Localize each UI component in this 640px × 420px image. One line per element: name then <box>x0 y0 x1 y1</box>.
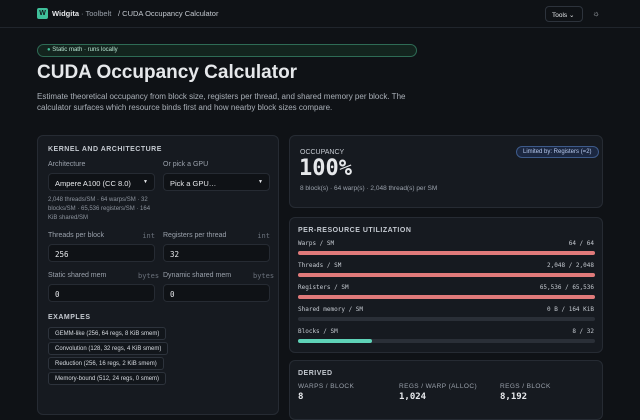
number-input[interactable]: 0 <box>48 284 155 302</box>
field-label: Or pick a GPU <box>163 161 209 168</box>
usage-track <box>298 295 595 299</box>
usage-track <box>298 317 595 321</box>
arch-info: 2,048 threads/SM · 64 warps/SM · 32 bloc… <box>48 197 151 221</box>
field-label: Dynamic shared mem <box>163 272 232 279</box>
derived-card: DERIVED WARPS / BLOCK 8 REGS / WARP (ALLOC… <box>289 360 603 420</box>
breadcrumb: / CUDA Occupancy Calculator <box>118 9 219 18</box>
arch-select[interactable]: Ampere A100 (CC 8.0) ▼ <box>48 173 155 191</box>
resource-name: Shared memory / SM <box>298 306 364 313</box>
number-input[interactable]: 0 <box>163 284 270 302</box>
resource-value: 64 / 64 <box>568 240 594 247</box>
field-hint: bytes <box>253 272 275 280</box>
field-label: Registers per thread <box>163 232 227 239</box>
occupancy-card: OCCUPANCY Limited by: Registers (=2) 100… <box>289 135 603 208</box>
resource-value: 8 / 32 <box>572 328 594 335</box>
derived-label: REGS / WARP (ALLOC) <box>399 383 478 390</box>
theme-toggle[interactable]: ☼ <box>592 9 600 18</box>
logo[interactable]: W <box>37 8 48 19</box>
field-label: Threads per block <box>48 232 105 239</box>
select-value: Ampere A100 (CC 8.0) <box>55 179 131 188</box>
derived-label: WARPS / BLOCK <box>298 383 355 390</box>
occupancy-summary: 8 block(s) · 64 warp(s) · 2,048 thread(s… <box>300 185 438 192</box>
tools-label: Tools <box>552 12 568 19</box>
usage-track <box>298 273 595 277</box>
example-button[interactable]: Memory-bound (512, 24 regs, 0 smem) <box>48 372 167 385</box>
resource-value: 0 B / 164 KiB <box>547 306 594 313</box>
top-bar <box>0 0 640 28</box>
example-button[interactable]: Convolution (128, 32 regs, 4 KiB smem) <box>48 342 169 355</box>
field-hint: int <box>257 232 270 240</box>
usage-bar <box>298 339 373 343</box>
card-title: PER-RESOURCE UTILIZATION <box>298 227 412 234</box>
examples-title: EXAMPLES <box>48 314 91 321</box>
section[interactable]: · Toolbelt <box>81 9 112 18</box>
example-button[interactable]: Reduction (256, 16 regs, 2 KiB smem) <box>48 357 164 370</box>
kernel-card: KERNEL AND ARCHITECTURE Architecture Or … <box>37 135 279 415</box>
usage-track <box>298 339 595 343</box>
derived-label: REGS / BLOCK <box>500 383 551 390</box>
occupancy-value: 100% <box>299 156 352 181</box>
derived-value: 8,192 <box>500 392 528 402</box>
usage-bar <box>298 295 595 299</box>
badge-text: Static math · runs locally <box>52 47 118 53</box>
resource-name: Threads / SM <box>298 262 342 269</box>
usage-bar <box>298 273 595 277</box>
limit-badge: Limited by: Registers (=2) <box>516 146 599 158</box>
field-label: Static shared mem <box>48 272 107 279</box>
select-value: Pick a GPU… <box>170 179 217 188</box>
utilization-card: PER-RESOURCE UTILIZATION Warps / SM 64 / … <box>289 217 603 353</box>
number-input[interactable]: 32 <box>163 244 270 262</box>
tools-button[interactable]: Tools ⌄ <box>545 6 583 22</box>
resource-name: Registers / SM <box>298 284 349 291</box>
card-title: OCCUPANCY <box>300 149 345 156</box>
field-hint: bytes <box>138 272 160 280</box>
page-title: CUDA Occupancy Calculator <box>37 62 298 83</box>
number-input[interactable]: 256 <box>48 244 155 262</box>
derived-value: 1,024 <box>399 392 427 402</box>
resource-value: 65,536 / 65,536 <box>539 284 594 291</box>
derived-value: 8 <box>298 392 304 402</box>
field-hint: int <box>142 232 155 240</box>
example-button[interactable]: GEMM-like (256, 64 regs, 8 KiB smem) <box>48 327 167 340</box>
badge: ● Static math · runs locally <box>37 44 417 57</box>
gpu-select[interactable]: Pick a GPU… ▼ <box>163 173 270 191</box>
usage-bar <box>298 251 595 255</box>
card-title: KERNEL AND ARCHITECTURE <box>48 146 162 153</box>
card-title: DERIVED <box>298 370 333 377</box>
resource-value: 2,048 / 2,048 <box>547 262 594 269</box>
brand[interactable]: Widgita <box>52 9 80 18</box>
usage-track <box>298 251 595 255</box>
description: Estimate theoretical occupancy from bloc… <box>37 92 406 112</box>
resource-name: Blocks / SM <box>298 328 338 335</box>
field-label: Architecture <box>48 161 86 168</box>
resource-name: Warps / SM <box>298 240 335 247</box>
